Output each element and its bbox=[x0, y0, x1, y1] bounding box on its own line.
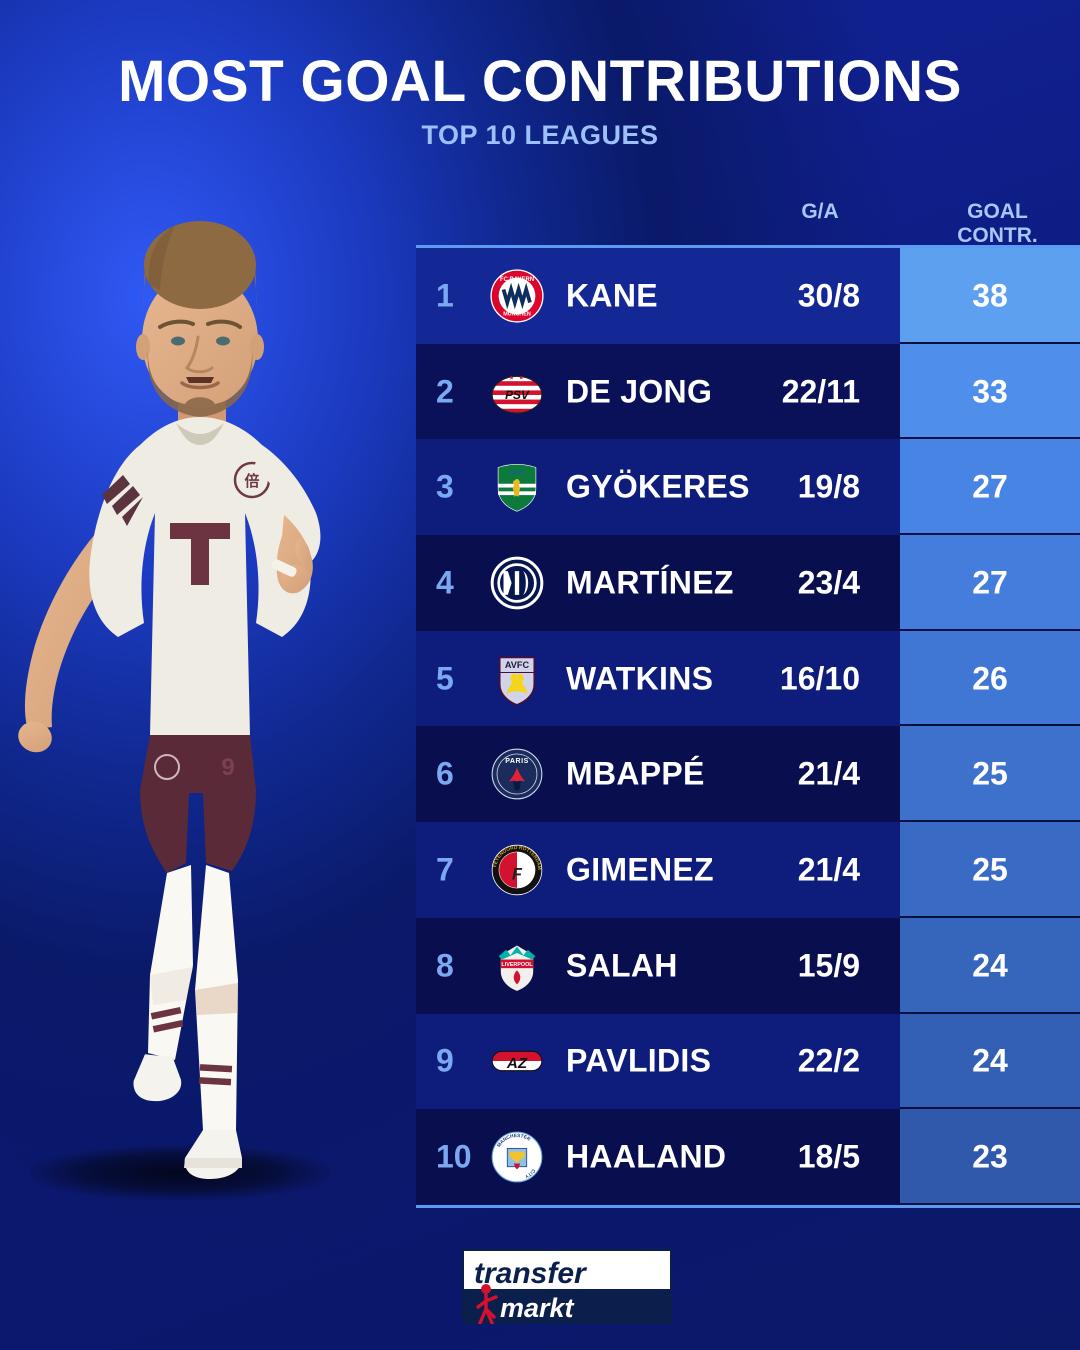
svg-text:AZ: AZ bbox=[506, 1055, 528, 1072]
svg-text:MÜNCHEN: MÜNCHEN bbox=[503, 310, 531, 317]
svg-text:markt: markt bbox=[500, 1293, 575, 1323]
svg-text:PSV: PSV bbox=[505, 388, 530, 402]
svg-text:transfer: transfer bbox=[474, 1257, 588, 1290]
svg-text:★: ★ bbox=[519, 374, 524, 381]
svg-text:F: F bbox=[512, 866, 523, 884]
svg-text:★: ★ bbox=[509, 374, 514, 381]
svg-text:AVFC: AVFC bbox=[505, 660, 530, 670]
svg-text:FC BAYERN: FC BAYERN bbox=[500, 277, 534, 283]
svg-text:LIVERPOOL: LIVERPOOL bbox=[501, 962, 533, 968]
svg-text:倍: 倍 bbox=[244, 472, 259, 490]
svg-text:9: 9 bbox=[221, 754, 234, 781]
svg-text:PARIS: PARIS bbox=[505, 758, 529, 765]
svg-text:SCP: SCP bbox=[510, 470, 525, 477]
